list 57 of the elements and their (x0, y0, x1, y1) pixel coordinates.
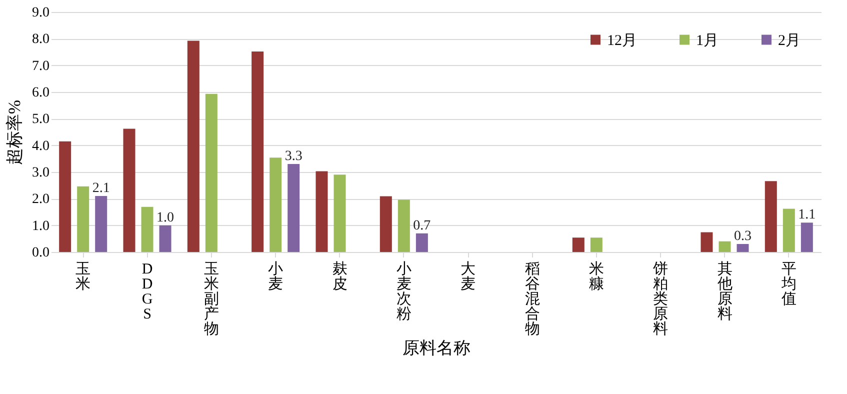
x-tick-label: 小麦次粉 (396, 260, 412, 322)
bar (736, 244, 749, 252)
bar (288, 164, 300, 252)
bar (700, 232, 713, 252)
bar (380, 196, 392, 252)
x-tick-label: 饼粕类原料 (652, 260, 668, 338)
y-tick-label: 6.0 (32, 86, 50, 100)
legend-label: 12月 (607, 32, 637, 49)
data-label: 1.0 (156, 210, 174, 226)
y-tick-label: 9.0 (32, 6, 50, 20)
y-tick-label: 2.0 (32, 192, 50, 208)
bar (572, 238, 584, 252)
y-axis-title: 超标率% (5, 100, 24, 166)
data-label: 3.3 (284, 149, 302, 164)
bar (141, 206, 154, 252)
bar (782, 208, 795, 252)
bar (416, 233, 428, 252)
x-tick-label: 稻谷混合物 (524, 262, 540, 338)
data-label: 2.1 (92, 181, 110, 196)
legend-label: 2月 (778, 32, 800, 49)
y-tick-label: 8.0 (32, 32, 50, 48)
bar (159, 225, 172, 252)
bar (252, 51, 264, 252)
data-label: 1.1 (798, 208, 816, 223)
bar (718, 241, 731, 252)
x-axis-title: 原料名称 (402, 338, 470, 358)
data-label: 0.7 (413, 218, 431, 234)
bar (590, 238, 602, 252)
x-tick-label: 平均值 (780, 262, 796, 308)
x-tick-label: 麸皮 (332, 260, 348, 292)
bar (316, 171, 328, 252)
bar (800, 222, 813, 252)
bar (334, 174, 346, 252)
bar (270, 158, 282, 252)
legend-label: 1月 (696, 32, 718, 49)
y-tick-label: 4.0 (32, 138, 50, 154)
bar (398, 200, 410, 252)
x-tick-label: 玉米副产物 (204, 262, 219, 338)
y-tick-label: 3.0 (32, 166, 50, 180)
x-tick-label: DDGS (142, 262, 153, 322)
x-tick-label: 小麦 (268, 260, 284, 292)
y-tick-label: 0.0 (32, 246, 50, 260)
bar (77, 186, 90, 252)
y-tick-label: 5.0 (32, 112, 50, 128)
x-tick-label: 其他原料 (717, 260, 732, 322)
bar (764, 181, 777, 252)
y-tick-label: 1.0 (32, 218, 50, 234)
bar (187, 40, 200, 252)
y-tick-label: 7.0 (32, 58, 50, 74)
bar (95, 196, 108, 252)
x-tick-label: 米糠 (588, 260, 604, 292)
bar (205, 94, 218, 252)
x-tick-label: 大麦 (460, 260, 476, 292)
bar (123, 128, 136, 252)
bar (59, 141, 72, 252)
data-label: 0.3 (734, 229, 752, 244)
x-tick-label: 玉米 (76, 262, 91, 292)
